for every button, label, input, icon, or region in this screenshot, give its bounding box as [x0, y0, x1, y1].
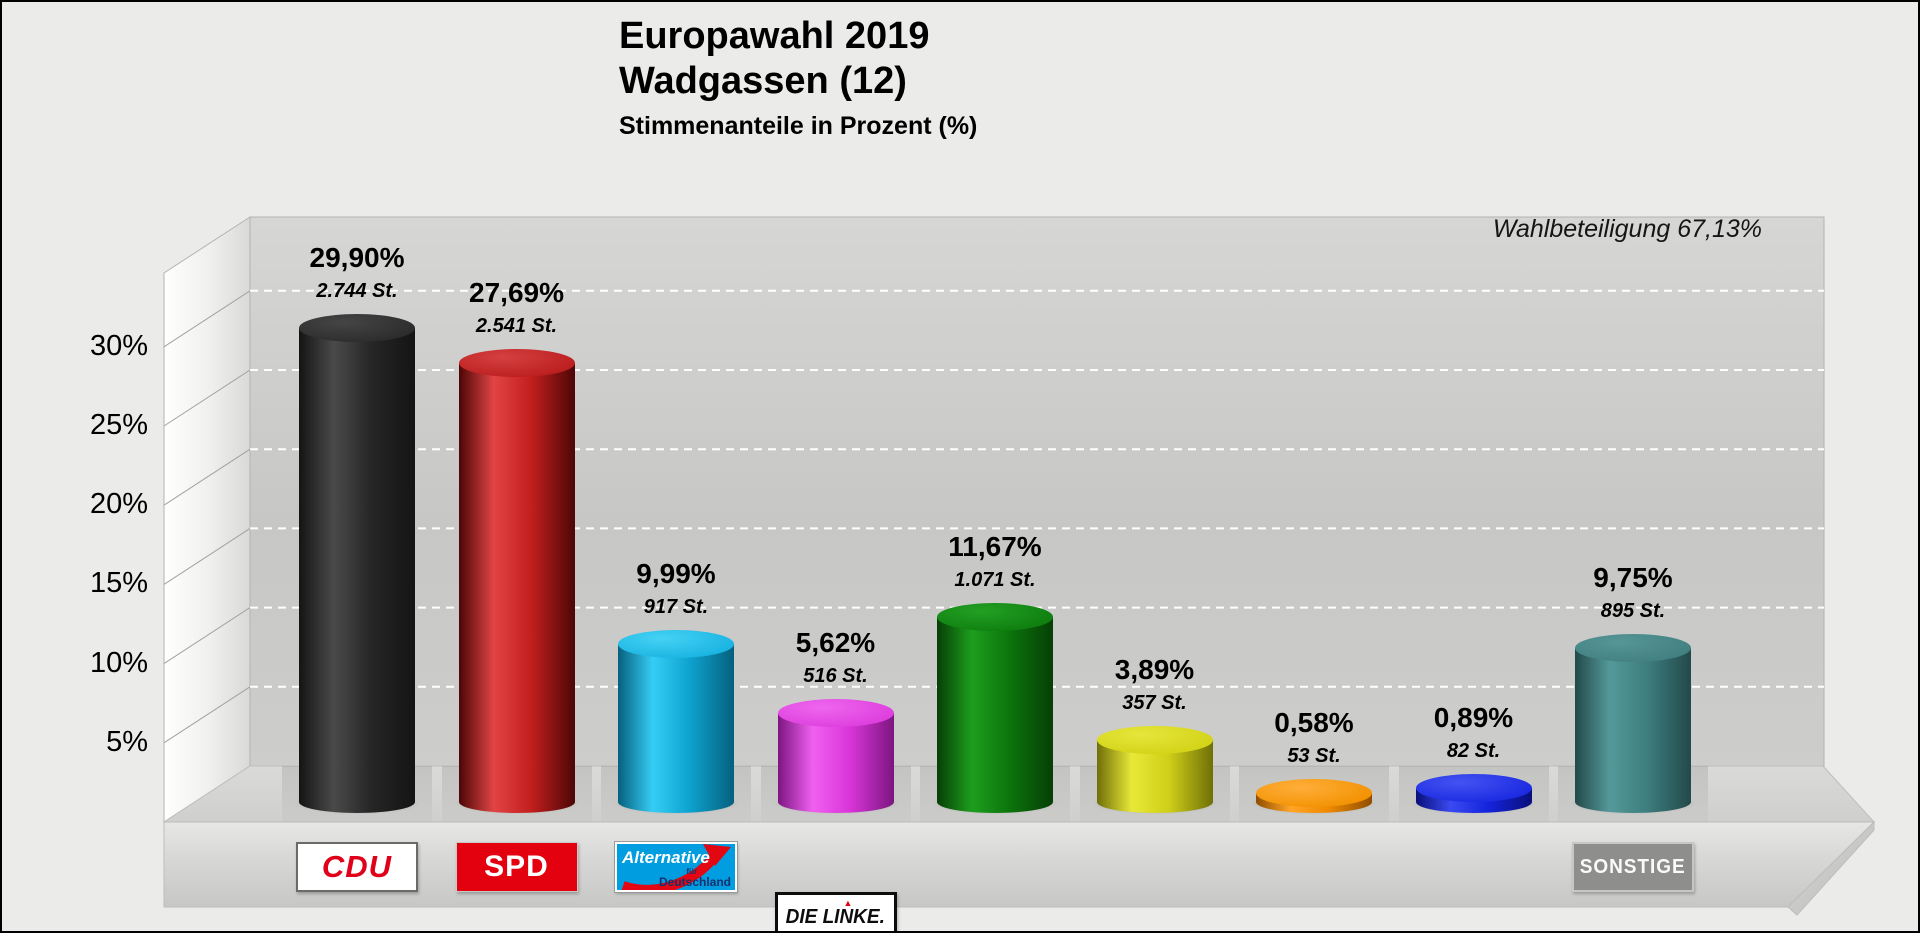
- bar-votes-label: 516 St.: [803, 664, 868, 687]
- tick-line: [163, 607, 251, 665]
- bar-percent-label: 9,75%: [1593, 561, 1673, 593]
- tick-line: [163, 448, 251, 506]
- left-wall: [163, 216, 251, 823]
- bar-votes-label: 82 St.: [1446, 739, 1501, 762]
- chart-title-line1: Europawahl 2019: [619, 15, 930, 57]
- logo-text: Deutschland: [658, 875, 731, 889]
- bar-cap: [1096, 726, 1213, 755]
- bar-body: [937, 617, 1053, 813]
- chart-title-line2: Wadgassen (12): [619, 60, 907, 102]
- column-linke: 5,62% 516 St. DIE LINKE. ▲: [2, 52, 1918, 931]
- bar-votes-label: 357 St.: [1122, 692, 1187, 715]
- logo-text: DIE LINKE.: [785, 905, 886, 928]
- logo-text: SONSTIGE: [1580, 855, 1686, 878]
- afd-arrow-icon: [621, 844, 731, 890]
- tick-line: [163, 686, 251, 744]
- bar-votes-label: 1.071 St.: [954, 569, 1036, 592]
- party-logo-linke: DIE LINKE. ▲: [774, 892, 897, 931]
- bar-percent-label: 5,62%: [795, 626, 876, 658]
- party-logo-afd: Alternative für Deutschland: [614, 841, 738, 893]
- logo-text: ▲: [843, 898, 853, 908]
- logo-text: für: [686, 867, 697, 876]
- bar-body: [1575, 647, 1691, 813]
- logo-text: SPD: [484, 850, 549, 883]
- bar-percent-label: 9,99%: [636, 557, 716, 589]
- party-logo-sonstige: SONSTIGE: [1572, 842, 1694, 892]
- logo-text: Alternative: [622, 848, 710, 867]
- y-tick-label: 25%: [89, 409, 148, 441]
- chart-title-block: Europawahl 2019 Wadgassen (12) Stimmenan…: [619, 14, 977, 141]
- bar-cdu: [299, 314, 415, 813]
- bar-gruene: [937, 603, 1053, 813]
- left-wall-tick-lines: [163, 290, 251, 744]
- column-piraten: 0,58%53 St.PIRATENPARTEI: [2, 202, 1918, 822]
- bar-cap: [777, 698, 894, 727]
- y-tick-label: 15%: [89, 567, 148, 600]
- column-fw: 0,89%82 St.FW: [2, 252, 1918, 822]
- bar-percent-label: 0,89%: [1433, 701, 1514, 733]
- bar-votes-label: 2.744 St.: [316, 280, 398, 303]
- bar-percent-label: 3,89%: [1114, 654, 1195, 686]
- column-fdp: 3,89%357 St.FreieDemokratenFDP: [2, 152, 1918, 822]
- bar-votes-label: 917 St.: [643, 595, 709, 618]
- bar-percent-label: 0,58%: [1274, 706, 1354, 738]
- bar-body: [618, 643, 734, 813]
- bar-linke: [777, 698, 894, 813]
- bar-cap: [618, 629, 734, 658]
- bar-afd: [618, 629, 734, 813]
- logo-text: CDU: [321, 849, 393, 884]
- tick-line: [163, 527, 251, 585]
- bar-spd: [458, 349, 575, 813]
- bar-sonstige: [1575, 633, 1691, 813]
- tick-line: [163, 290, 251, 348]
- tick-line: [163, 369, 251, 427]
- bar-body: [777, 712, 894, 813]
- bar-percent-label: 29,90%: [309, 242, 405, 274]
- bar-body: [458, 363, 575, 813]
- chart-title-line3: Stimmenanteile in Prozent (%): [619, 112, 978, 140]
- turnout-label: Wahlbeteiligung 67,13%: [1492, 215, 1762, 243]
- bar-fw: [1415, 773, 1532, 813]
- y-tick-label: 30%: [89, 329, 148, 362]
- party-logo-spd: SPD: [455, 842, 578, 892]
- bar-percent-label: 27,69%: [469, 277, 564, 309]
- plinth-right-face: [1787, 820, 1875, 916]
- y-tick-label: 10%: [89, 646, 148, 679]
- column-afd: 9,99% 917 St. Alternative für Deutschland: [2, 2, 1918, 893]
- bar-cap: [1415, 773, 1532, 802]
- bar-percent-label: 11,67%: [948, 531, 1042, 563]
- y-tick-label: 20%: [89, 488, 148, 521]
- party-logo-cdu: CDU: [296, 842, 418, 892]
- bar-votes-label: 2.541 St.: [475, 315, 558, 338]
- column-gruene: 11,67%1.071 St.BÜNDNIS 90DIE GRÜNEN: [2, 102, 1918, 822]
- bar-votes-label: 53 St.: [1287, 744, 1341, 767]
- bar-fdp: [1096, 726, 1213, 813]
- bar-votes-label: 895 St.: [1600, 599, 1666, 622]
- bar-cap: [458, 349, 575, 378]
- bar-cap: [299, 314, 415, 343]
- bar-piraten: [1256, 778, 1372, 813]
- bar-cap: [1575, 633, 1691, 662]
- bar-cap: [937, 603, 1053, 632]
- bar-body: [299, 328, 415, 813]
- bar-cap: [1256, 778, 1372, 807]
- y-tick-label: 5%: [106, 725, 148, 758]
